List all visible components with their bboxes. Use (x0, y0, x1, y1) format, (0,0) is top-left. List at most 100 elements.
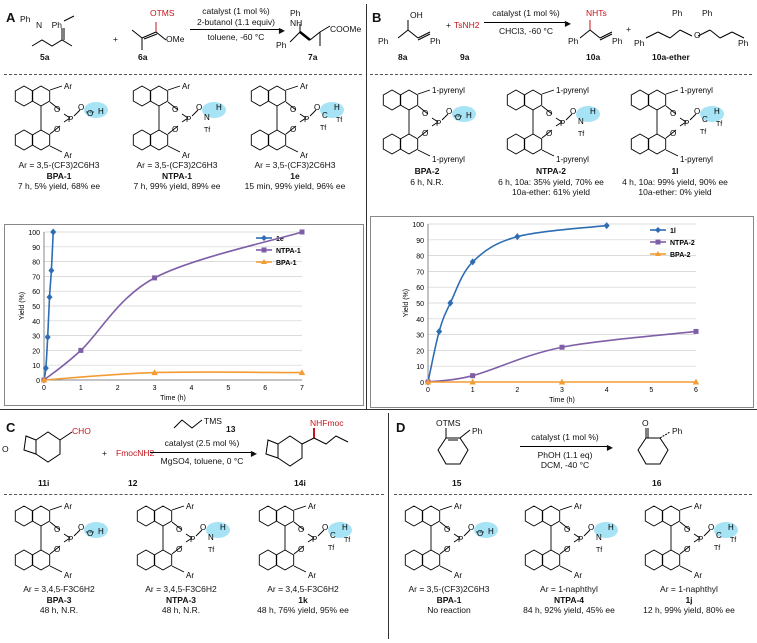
x-tick-label: 5 (226, 385, 230, 392)
atom-o: O (200, 523, 206, 532)
ring (421, 505, 441, 527)
data-point-1e (42, 364, 49, 372)
catalyst-caption-C-0: Ar = 3,4,5-F3C6H2 BPA-3 48 h, N.R. (0, 584, 122, 616)
structure-10a-ether (645, 29, 745, 39)
atom-p: P (68, 115, 73, 124)
atom-o: O (298, 545, 304, 554)
compound-12: 12 (128, 478, 138, 488)
x-tick-label: 0 (42, 385, 46, 392)
catalyst-name: NTPA-3 (165, 594, 197, 605)
legend-label: BPA-1 (276, 260, 297, 267)
reaction-arrow-d: ▶ (520, 443, 613, 452)
catalyst-name: 1k (298, 594, 308, 605)
catalyst-structure-A-2: O OPO Ar Ar CH Tf Tf (250, 82, 344, 160)
atom-c: C (322, 111, 328, 120)
divider-d (394, 494, 752, 495)
atom-tf: Tf (730, 537, 736, 544)
catalyst-result: 48 h, N.R. (39, 605, 79, 615)
catalyst-ar-label: Ar = 3,5-(CF3)2C6H3 (254, 160, 336, 170)
catalyst-result: 6 h, 10a: 35% yield, 70% ee (498, 176, 604, 187)
atom-o: O (172, 105, 178, 114)
divider-a (4, 74, 362, 75)
compound-8a: 8a (398, 52, 408, 62)
catalyst-result: 7 h, 99% yield, 89% ee (133, 181, 221, 191)
atom-o: O (87, 529, 93, 538)
catalyst-caption-A-1: Ar = 3,5-(CF3)2C6H3 NTPA-1 7 h, 99% yield,… (114, 160, 240, 192)
compound-7a: 7a (308, 52, 318, 62)
y-tick-label: 100 (28, 230, 40, 237)
atom-o: O (588, 523, 594, 532)
structure-16 (637, 428, 671, 465)
structure-11i (23, 431, 73, 463)
plus-sign-b: + (446, 20, 451, 30)
y-axis-label: Yield (%) (19, 292, 26, 320)
y-tick-label: 100 (412, 222, 424, 229)
catalyst-caption-B-1: NTPA-2 6 h, 10a: 35% yield, 70% ee 10a-eth… (488, 166, 614, 198)
catalyst-ar-label: Ar = 3,4,5-F3C6H2 (23, 584, 95, 594)
catalyst-ar-label: Ar = 3,5-(CF3)2C6H3 (408, 584, 490, 594)
catalyst-name: BPA-1 (436, 594, 462, 605)
legend-marker (261, 247, 267, 253)
atom-o: O (694, 107, 700, 116)
catalyst-ar-label: Ar = 1-naphthyl (660, 584, 718, 594)
atom-o: O (54, 125, 60, 134)
ar-label: Ar (308, 571, 316, 580)
data-point-1e (50, 228, 57, 236)
ar-label: Ar (300, 82, 308, 91)
label-nhfmoc: NHFmoc (310, 418, 344, 428)
ring (661, 505, 681, 527)
x-axis-label: Time (h) (160, 395, 186, 402)
label-7a-ph: Ph (290, 8, 301, 18)
atom-o: O (78, 103, 84, 112)
y-tick-label: 80 (32, 260, 40, 267)
ring (524, 549, 544, 571)
ring (506, 133, 526, 155)
ring (250, 129, 270, 151)
y-tick-label: 30 (416, 333, 424, 340)
label-ether-ph1: Ph (672, 8, 683, 18)
catalyst-structure-A-1: O OPO Ar Ar NH Tf (132, 82, 226, 160)
y-tick-label: 60 (32, 289, 40, 296)
label-ether-ph2: Ph (702, 8, 713, 18)
data-point-BPA-2 (692, 378, 700, 385)
ring (258, 505, 278, 527)
structure-7a (289, 24, 331, 46)
data-point-NTPA-2 (693, 328, 699, 334)
data-point-NTPA-1 (152, 275, 158, 281)
ring (136, 549, 156, 571)
y-tick-label: 20 (416, 348, 424, 355)
catalyst-ar-label: Ar = 3,4,5-F3C6H2 (267, 584, 339, 594)
condition-solvent: toluene, -60 °C (207, 32, 265, 42)
ring (258, 549, 278, 571)
atom-tf: Tf (596, 547, 602, 554)
structure-5a (31, 15, 75, 47)
catalyst-name: 1e (290, 170, 300, 181)
atom-h: H (608, 523, 614, 532)
ar-label: Ar (64, 151, 72, 160)
legend-marker (261, 235, 267, 241)
atom-p: P (186, 115, 191, 124)
ring (267, 129, 287, 151)
y-tick-label: 0 (420, 380, 424, 387)
ar-label: Ar (186, 502, 194, 511)
y-tick-label: 10 (32, 363, 40, 370)
atom-o: O (172, 125, 178, 134)
data-point-NTPA-1 (78, 347, 84, 353)
catalyst-result: 12 h, 99% yield, 80% ee (643, 605, 735, 615)
condition-additive: 2-butanol (1.1 equiv) (197, 16, 275, 27)
chart-b-frame (370, 216, 754, 408)
atom-c: C (330, 531, 336, 540)
label-fmocnh2: FmocNH2 (116, 448, 155, 458)
atom-o: O (87, 109, 93, 118)
atom-p: P (190, 535, 195, 544)
atom-h: H (466, 111, 472, 120)
compound-11i: 11i (38, 478, 50, 488)
atom-o: O (298, 525, 304, 534)
legend-marker (655, 239, 661, 245)
ring (644, 505, 664, 527)
catalyst-result: 48 h, N.R. (161, 605, 201, 615)
atom-o: O (54, 105, 60, 114)
atom-o: O (684, 545, 690, 554)
atom-o: O (444, 545, 450, 554)
catalyst-structure-C-1: O OPO Ar Ar NH Tf (136, 502, 230, 580)
